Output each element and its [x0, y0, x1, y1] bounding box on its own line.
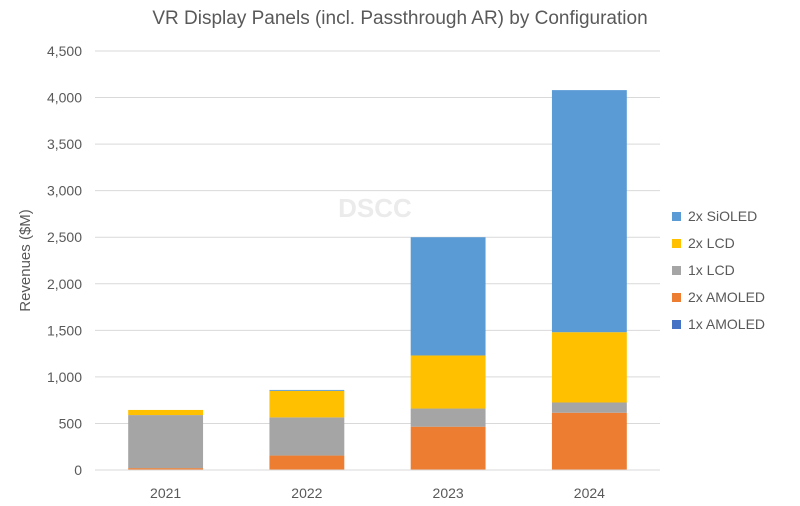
bar-segment-1x-lcd-2022	[269, 417, 345, 456]
x-tick-label: 2022	[291, 485, 322, 501]
bars	[128, 90, 627, 470]
bar-segment-1x-lcd-2023	[410, 408, 486, 427]
y-tick-label: 2,500	[47, 229, 82, 245]
bar-segment-2x-sioled-2024	[551, 90, 627, 333]
bar-segment-2x-lcd-2021	[128, 409, 204, 416]
x-tick-label: 2024	[574, 485, 605, 501]
bar-segment-2x-lcd-2022	[269, 390, 345, 418]
y-axis-label: Revenues ($M)	[17, 209, 34, 312]
y-axis-ticks: 0 500 1,000 1,500 2,000 2,500 3,000 3,500 4,000 4…	[47, 43, 82, 478]
bar-segment-2x-lcd-2023	[410, 355, 486, 409]
bar-segment-1x-lcd-2024	[551, 402, 627, 413]
legend-swatch	[672, 266, 681, 275]
y-tick-label: 500	[59, 415, 83, 431]
y-tick-label: 3,000	[47, 183, 82, 199]
bar-segment-1x-lcd-2021	[128, 415, 204, 469]
bar-segment-2x-sioled-2022	[269, 389, 345, 391]
y-tick-label: 3,500	[47, 136, 82, 152]
legend-label: 2x LCD	[688, 235, 735, 251]
x-tick-label: 2023	[433, 485, 464, 501]
x-axis-ticks: 2021 2022 2023 2024	[150, 485, 605, 501]
bar-segment-2x-amoled-2022	[269, 455, 345, 470]
y-tick-label: 4,000	[47, 90, 82, 106]
bar-segment-2x-sioled-2023	[410, 237, 486, 356]
x-tick-label: 2021	[150, 485, 181, 501]
watermark-text: DSCC	[338, 193, 412, 223]
legend-swatch	[672, 320, 681, 329]
legend-label: 2x AMOLED	[688, 289, 765, 305]
bar-segment-2x-amoled-2024	[551, 412, 627, 470]
legend-swatch	[672, 293, 681, 302]
legend: 2x SiOLED 2x LCD 1x LCD 2x AMOLED 1x AMOLED	[672, 208, 765, 332]
bar-segment-2x-lcd-2024	[551, 332, 627, 403]
legend-label: 1x AMOLED	[688, 316, 765, 332]
bar-segment-2x-amoled-2021	[128, 468, 204, 470]
y-tick-label: 1,500	[47, 322, 82, 338]
chart-title: VR Display Panels (incl. Passthrough AR)…	[152, 8, 648, 29]
y-tick-label: 0	[74, 462, 82, 478]
y-tick-label: 2,000	[47, 276, 82, 292]
bar-segment-2x-amoled-2023	[410, 426, 486, 470]
legend-label: 2x SiOLED	[688, 208, 757, 224]
legend-swatch	[672, 239, 681, 248]
y-tick-label: 1,000	[47, 369, 82, 385]
legend-label: 1x LCD	[688, 262, 735, 278]
legend-swatch	[672, 212, 681, 221]
y-tick-label: 4,500	[47, 43, 82, 59]
